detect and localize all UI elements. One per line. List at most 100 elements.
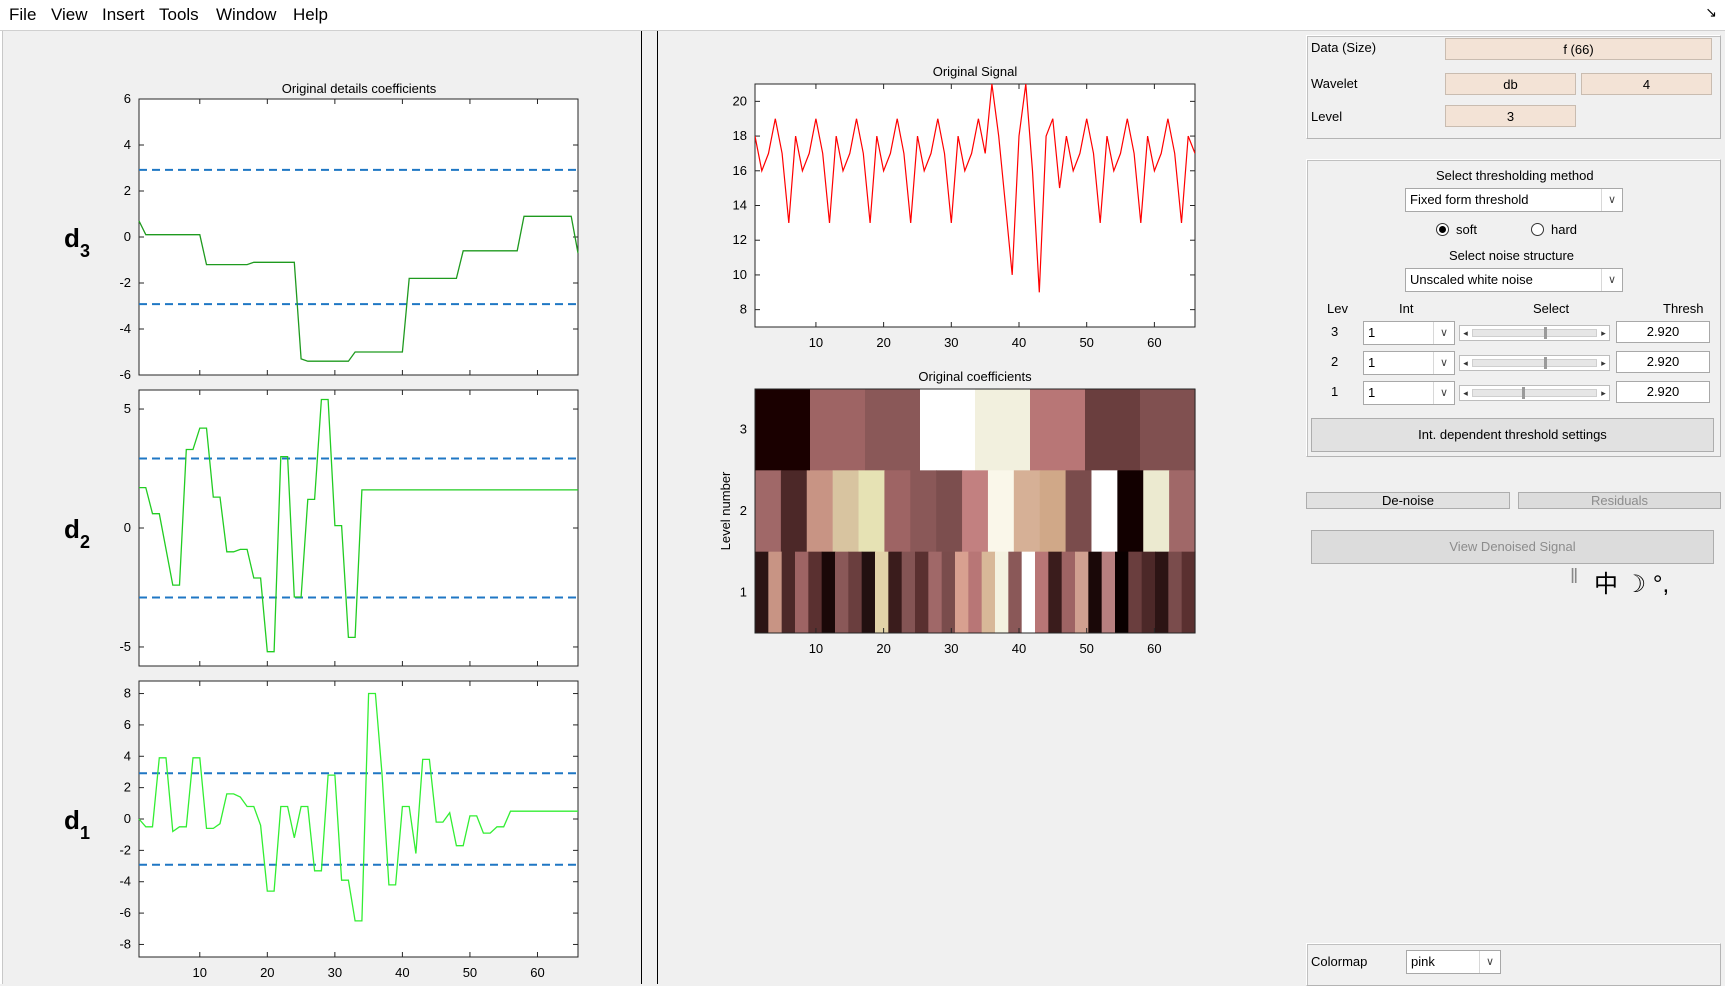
heatmap-cell-level-1 (1181, 551, 1196, 634)
slider-thumb[interactable] (1543, 327, 1547, 339)
heatmap-cell-level-1 (1155, 551, 1169, 634)
heatmap-cell-level-1 (955, 551, 969, 634)
threshold-value-field[interactable]: 2.920 (1616, 351, 1710, 373)
signal-xtick-label: 30 (944, 335, 958, 350)
level-label-d2: d (64, 514, 80, 544)
threshold-value-field[interactable]: 2.920 (1616, 321, 1710, 343)
soft-label: soft (1456, 222, 1477, 237)
level-label: Level (1311, 109, 1343, 124)
slider-thumb[interactable] (1521, 387, 1525, 399)
heatmap-cell-level-1 (1048, 551, 1063, 634)
threshold-slider[interactable]: ◂ ▸ (1459, 385, 1610, 401)
heatmap-cell-level-1 (848, 551, 863, 634)
wavelet-label: Wavelet (1311, 76, 1358, 91)
slider-trough[interactable] (1472, 359, 1597, 367)
interval-dropdown[interactable]: 1 ∨ (1363, 321, 1455, 345)
wavelet-order-value: 4 (1581, 73, 1712, 95)
slider-thumb[interactable] (1543, 357, 1547, 369)
heatmap-cell-level-1 (821, 551, 836, 634)
thresh-method-label: Select thresholding method (1436, 168, 1594, 183)
ytick-label-d1: 0 (124, 811, 131, 826)
menu-window[interactable]: Window (216, 5, 277, 24)
heatmap-cell-level-1 (1141, 551, 1156, 634)
heatmap-ytick-label: 2 (740, 503, 747, 518)
int-dependent-threshold-button[interactable]: Int. dependent threshold settings (1311, 418, 1714, 452)
data-info-frame (1306, 35, 1721, 139)
heatmap-cell-level-1 (755, 551, 769, 634)
ytick-label-d3: 0 (124, 229, 131, 244)
col-lev-header: Lev (1327, 301, 1348, 316)
ytick-label-d1: 2 (124, 780, 131, 795)
heatmap-xtick-label: 40 (1012, 641, 1026, 656)
control-panel: Data (Size) f (66) Wavelet db 4 Level 3 … (1300, 31, 1725, 986)
slider-right-arrow-icon[interactable]: ▸ (1601, 388, 1606, 398)
signal-title: Original Signal (933, 64, 1018, 79)
heatmap-cell-level-3 (1030, 389, 1086, 471)
heatmap-cell-level-2 (962, 470, 989, 553)
slider-left-arrow-icon[interactable]: ◂ (1463, 328, 1468, 338)
axes-d2: -5 0 5 d 2 (64, 389, 579, 667)
xtick-label: 60 (530, 965, 544, 980)
slider-trough[interactable] (1472, 329, 1597, 337)
axes-d3: -6 -4 -2 0 2 4 6 d 3 (64, 91, 579, 382)
denoise-button[interactable]: De-noise (1306, 492, 1510, 509)
level-sublabel-d1: 1 (80, 823, 90, 843)
menu-tools[interactable]: Tools (159, 5, 199, 24)
signal-xtick-label: 10 (809, 335, 823, 350)
dock-arrow-icon[interactable]: ↘ (1705, 4, 1717, 20)
heatmap-cell-level-2 (936, 470, 963, 553)
ytick-label-d1: 8 (124, 686, 131, 701)
hard-radio[interactable] (1531, 223, 1544, 236)
slider-left-arrow-icon[interactable]: ◂ (1463, 388, 1468, 398)
residuals-button[interactable]: Residuals (1518, 492, 1721, 509)
menu-help[interactable]: Help (293, 5, 328, 24)
heatmap-cell-level-1 (875, 551, 889, 634)
heatmap-ylabel: Level number (718, 471, 733, 550)
slider-right-arrow-icon[interactable]: ▸ (1601, 328, 1606, 338)
heatmap-cell-level-2 (1117, 470, 1144, 553)
threshold-slider[interactable]: ◂ ▸ (1459, 355, 1610, 371)
slider-left-arrow-icon[interactable]: ◂ (1463, 358, 1468, 368)
menu-view[interactable]: View (51, 5, 88, 24)
col-thresh-header: Thresh (1663, 301, 1704, 316)
ime-toolbar[interactable]: ‖ 中 ☽ °, (1566, 564, 1725, 598)
ytick-label-d1: -2 (119, 842, 131, 857)
ytick-label-d2: 0 (124, 520, 131, 535)
heatmap-cell-level-2 (1169, 470, 1196, 553)
col-select-header: Select (1533, 301, 1570, 316)
heatmap-cell-level-2 (884, 470, 911, 553)
series-line-d1 (138, 692, 578, 922)
hard-label: hard (1551, 222, 1578, 237)
signal-plot-area (754, 83, 1196, 328)
menu-file[interactable]: File (9, 5, 37, 24)
menu-bar: File View Insert Tools Window Help ↘ (0, 0, 1725, 31)
interval-dropdown[interactable]: 1 ∨ (1363, 351, 1455, 375)
chevron-down-icon: ∨ (1433, 352, 1454, 374)
heatmap-xtick-label: 30 (944, 641, 958, 656)
threshold-slider[interactable]: ◂ ▸ (1459, 325, 1610, 341)
series-line-d2 (139, 398, 578, 653)
soft-radio[interactable] (1436, 223, 1449, 236)
view-denoised-signal-button[interactable]: View Denoised Signal (1311, 530, 1714, 564)
heatmap-cell-level-2 (780, 470, 808, 553)
thresh-method-value: Fixed form threshold (1410, 192, 1529, 207)
heatmap-cell-level-1 (808, 551, 823, 634)
ytick-label-d1: 4 (124, 748, 131, 763)
slider-trough[interactable] (1472, 389, 1597, 397)
coefficients-title: Original coefficients (918, 369, 1032, 384)
menu-insert[interactable]: Insert (102, 5, 145, 24)
slider-right-arrow-icon[interactable]: ▸ (1601, 358, 1606, 368)
colormap-dropdown[interactable]: pink ∨ (1406, 950, 1501, 974)
ime-mode-text: 中 ☽ °, (1594, 571, 1670, 598)
signal-xtick-label: 40 (1012, 335, 1026, 350)
heatmap-xtick-label: 50 (1079, 641, 1093, 656)
threshold-value-field[interactable]: 2.920 (1616, 381, 1710, 403)
noise-structure-dropdown[interactable]: Unscaled white noise ∨ (1405, 268, 1623, 292)
heatmap-cell-level-2 (1039, 470, 1067, 553)
interval-dropdown[interactable]: 1 ∨ (1363, 381, 1455, 405)
plot-area-d3 (138, 98, 579, 376)
heatmap-cell-level-2 (858, 470, 886, 553)
details-coefficients-figure: Original details coefficients -6 -4 -2 0 2 4 6 d… (64, 81, 579, 980)
thresh-method-dropdown[interactable]: Fixed form threshold ∨ (1405, 188, 1623, 212)
